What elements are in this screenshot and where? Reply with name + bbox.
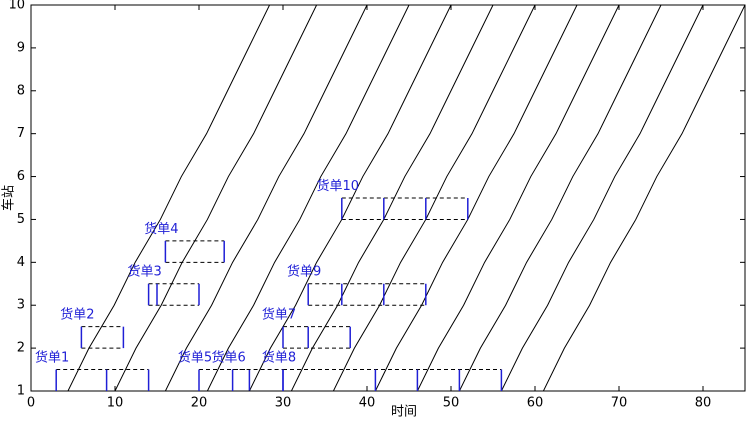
x-tick-label: 50 — [443, 396, 460, 411]
waybill-box — [56, 369, 149, 391]
y-tick-label: 9 — [17, 40, 25, 55]
x-tick-label: 0 — [27, 396, 35, 411]
plot-content — [55, 5, 745, 391]
y-tick-label: 7 — [17, 126, 25, 141]
x-tick-label: 70 — [611, 396, 628, 411]
train-path — [164, 5, 368, 391]
train-path — [374, 5, 578, 391]
x-tick-label: 30 — [275, 396, 292, 411]
train-path — [458, 5, 662, 391]
y-tick-label: 2 — [17, 341, 25, 356]
train-path — [114, 5, 318, 391]
waybill-label: 货单1 — [35, 349, 69, 365]
waybill-label: 货单10 — [317, 178, 360, 194]
waybill-box — [81, 326, 124, 349]
y-tick-label: 10 — [8, 0, 25, 13]
y-axis-label: 车站 — [1, 185, 17, 211]
waybill-label: 货单2 — [60, 307, 94, 323]
waybill-label: 货单9 — [287, 264, 321, 280]
x-tick-label: 60 — [527, 396, 544, 411]
waybill-label: 货单7 — [262, 307, 296, 323]
y-tick-label: 4 — [17, 255, 25, 270]
train-path — [416, 5, 620, 391]
waybill-label: 货单3 — [127, 264, 161, 280]
plot-area — [30, 4, 746, 392]
y-tick-label: 5 — [17, 212, 25, 227]
train-path — [67, 5, 271, 391]
x-tick-label: 40 — [359, 396, 376, 411]
waybill-label: 货单5 — [178, 349, 212, 365]
waybill-box — [232, 369, 283, 391]
x-tick-label: 80 — [695, 396, 712, 411]
waybill-box — [341, 197, 468, 220]
waybill-box — [283, 326, 351, 349]
waybill-box — [165, 240, 225, 263]
y-tick-label: 3 — [17, 298, 25, 313]
y-tick-label: 8 — [17, 83, 25, 98]
x-tick-label: 10 — [107, 396, 124, 411]
waybill-label: 货单8 — [262, 349, 296, 365]
waybill-box — [308, 283, 426, 306]
y-tick-label: 1 — [17, 384, 25, 399]
waybill-label: 货单4 — [144, 221, 178, 237]
train-path — [500, 5, 704, 391]
y-tick-label: 6 — [17, 169, 25, 184]
x-axis-label: 时间 — [391, 405, 417, 420]
waybill-box — [283, 369, 502, 391]
train-path — [206, 5, 410, 391]
waybill-label: 货单6 — [211, 349, 245, 365]
train-path — [542, 5, 745, 391]
x-tick-label: 20 — [191, 396, 208, 411]
